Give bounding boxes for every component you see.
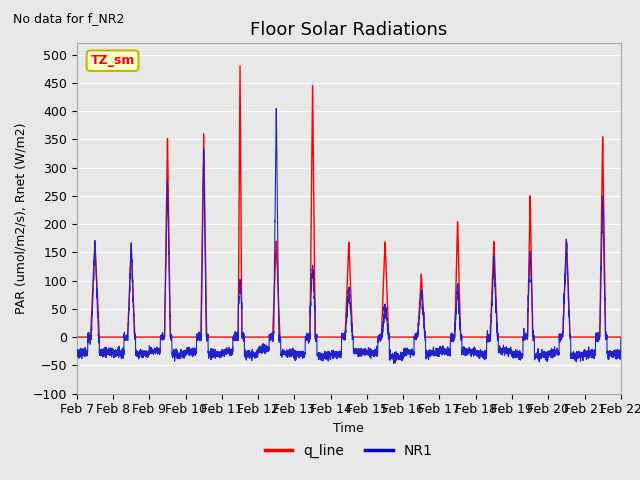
NR1 bbox=[171, 351, 179, 357]
NR1 bbox=[441, 352, 449, 358]
NR1 bbox=[273, 106, 280, 111]
NR1 bbox=[73, 349, 81, 355]
q_line bbox=[617, 334, 625, 340]
Line: NR1: NR1 bbox=[77, 108, 621, 363]
q_line bbox=[471, 334, 479, 340]
NR1 bbox=[329, 353, 337, 359]
NR1 bbox=[471, 345, 479, 351]
q_line bbox=[502, 334, 509, 340]
Legend: q_line, NR1: q_line, NR1 bbox=[259, 439, 438, 464]
Text: No data for f_NR2: No data for f_NR2 bbox=[13, 12, 124, 25]
q_line bbox=[441, 334, 449, 340]
q_line bbox=[171, 334, 179, 340]
Line: q_line: q_line bbox=[77, 66, 621, 337]
q_line bbox=[73, 334, 81, 340]
q_line bbox=[236, 63, 244, 69]
q_line bbox=[329, 334, 337, 340]
Title: Floor Solar Radiations: Floor Solar Radiations bbox=[250, 21, 447, 39]
NR1 bbox=[502, 345, 509, 351]
NR1 bbox=[617, 335, 625, 341]
NR1 bbox=[616, 352, 624, 358]
NR1 bbox=[390, 360, 397, 366]
Y-axis label: PAR (umol/m2/s), Rnet (W/m2): PAR (umol/m2/s), Rnet (W/m2) bbox=[14, 123, 27, 314]
Text: TZ_sm: TZ_sm bbox=[90, 54, 135, 67]
X-axis label: Time: Time bbox=[333, 422, 364, 435]
q_line bbox=[616, 334, 624, 340]
